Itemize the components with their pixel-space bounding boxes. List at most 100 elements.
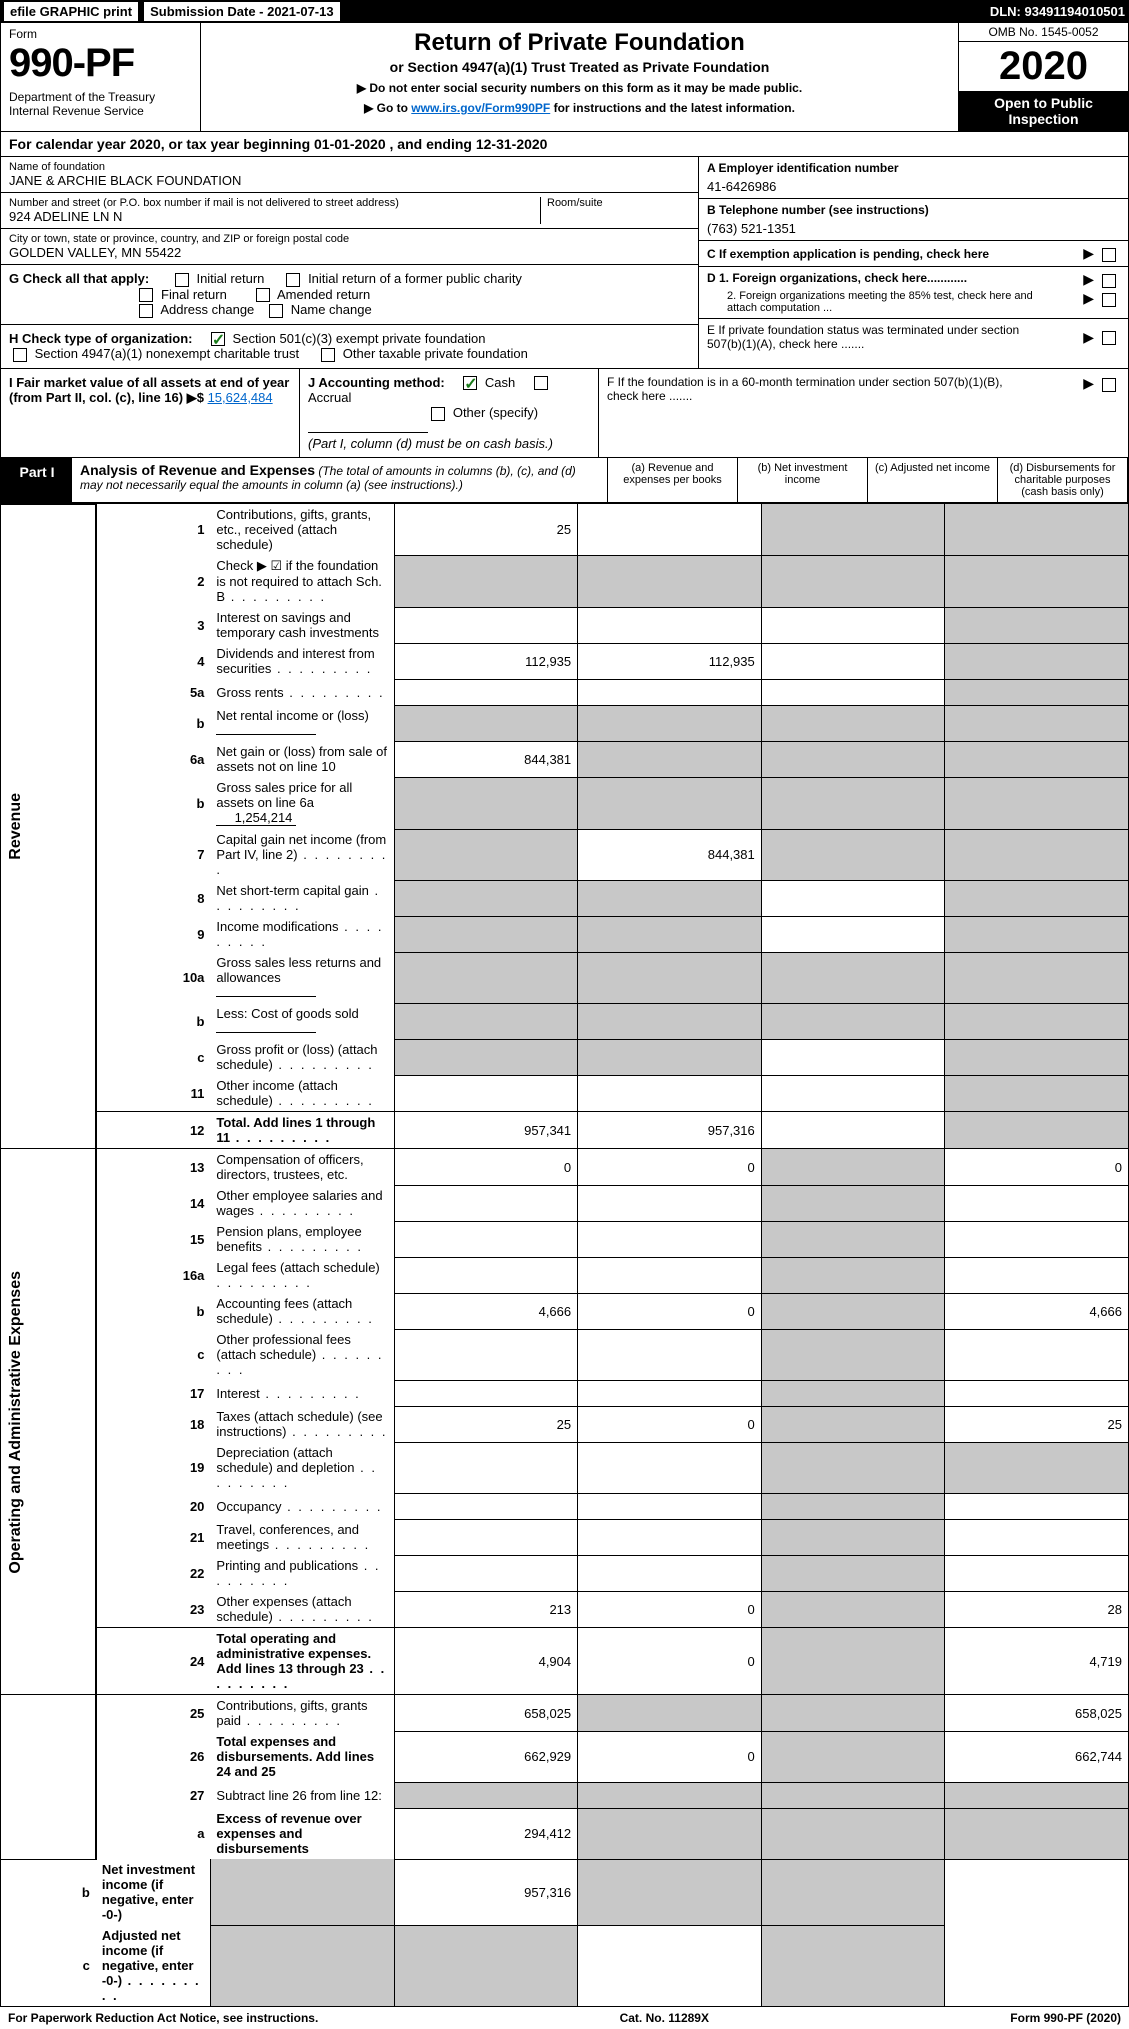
table-row: 4Dividends and interest from securities1… [1, 643, 1129, 679]
checkbox-initial-return[interactable] [175, 273, 189, 287]
cell-value [394, 1442, 578, 1493]
cell-value [578, 741, 762, 777]
cell-value [578, 1808, 762, 1859]
checkbox-d2[interactable] [1102, 293, 1116, 307]
opt-other-tax: Other taxable private foundation [343, 346, 528, 361]
cell-value [394, 1003, 578, 1039]
line-number: 7 [96, 829, 211, 880]
line-number: c [96, 1329, 211, 1380]
line-number: 22 [96, 1555, 211, 1591]
cell-value [761, 643, 945, 679]
cell-value [761, 705, 945, 741]
cell-value [394, 679, 578, 705]
table-row: aExcess of revenue over expenses and dis… [1, 1808, 1129, 1859]
checkbox-4947[interactable] [13, 348, 27, 362]
name-label: Name of foundation [9, 161, 690, 173]
cell-value: 0 [578, 1293, 762, 1329]
cell-value [394, 607, 578, 643]
opt-501c3: Section 501(c)(3) exempt private foundat… [233, 331, 486, 346]
col-c: (c) Adjusted net income [867, 458, 997, 502]
cell-value [945, 607, 1129, 643]
cell-value [761, 504, 945, 555]
cell-value [761, 829, 945, 880]
efile-label: efile GRAPHIC print [4, 2, 138, 21]
cell-value [761, 679, 945, 705]
checkbox-name-change[interactable] [269, 304, 283, 318]
cell-value: 662,744 [945, 1731, 1129, 1782]
table-row: 22Printing and publications [1, 1555, 1129, 1591]
line-description: Net rental income or (loss) [210, 705, 394, 741]
table-row: cOther professional fees (attach schedul… [1, 1329, 1129, 1380]
table-row: 23Other expenses (attach schedule)213028 [1, 1591, 1129, 1628]
cell-value [394, 1555, 578, 1591]
cell-value [945, 643, 1129, 679]
cell-value [394, 880, 578, 916]
line-number: 3 [96, 607, 211, 643]
checkbox-c[interactable] [1102, 248, 1116, 262]
cell-value [394, 1075, 578, 1112]
checkbox-accrual[interactable] [534, 376, 548, 390]
addr-label: Number and street (or P.O. box number if… [9, 197, 540, 209]
cell-value [578, 1075, 762, 1112]
footer-left: For Paperwork Reduction Act Notice, see … [8, 2011, 318, 2025]
cell-value [578, 1003, 762, 1039]
cell-value [578, 504, 762, 555]
checkbox-initial-former[interactable] [286, 273, 300, 287]
checkbox-cash[interactable] [463, 376, 477, 390]
checkbox-other-method[interactable] [431, 407, 445, 421]
line-description: Total expenses and disbursements. Add li… [210, 1731, 394, 1782]
checkbox-d1[interactable] [1102, 274, 1116, 288]
checkbox-501c3[interactable] [211, 332, 225, 346]
dln: DLN: 93491194010501 [990, 4, 1125, 19]
j-note: (Part I, column (d) must be on cash basi… [308, 436, 553, 451]
cell-value [761, 1555, 945, 1591]
omb-number: OMB No. 1545-0052 [959, 23, 1128, 42]
cell-value [578, 1555, 762, 1591]
form-link[interactable]: www.irs.gov/Form990PF [411, 101, 550, 115]
phone: (763) 521-1351 [707, 221, 1120, 236]
cell-value [945, 1380, 1129, 1406]
cell-value [394, 705, 578, 741]
table-row: bAccounting fees (attach schedule)4,6660… [1, 1293, 1129, 1329]
checkbox-e[interactable] [1102, 331, 1116, 345]
line-number: 4 [96, 643, 211, 679]
line-number: 11 [96, 1075, 211, 1112]
footer-right: Form 990-PF (2020) [1010, 2011, 1121, 2025]
line-description: Excess of revenue over expenses and disb… [210, 1808, 394, 1859]
cell-value [578, 705, 762, 741]
col-d: (d) Disbursements for charitable purpose… [997, 458, 1127, 502]
table-row: 26Total expenses and disbursements. Add … [1, 1731, 1129, 1782]
table-row: 7Capital gain net income (from Part IV, … [1, 829, 1129, 880]
page-footer: For Paperwork Reduction Act Notice, see … [0, 2007, 1129, 2029]
line-number: 18 [96, 1406, 211, 1442]
cell-value [761, 880, 945, 916]
cell-value: 0 [578, 1628, 762, 1695]
street-address: 924 ADELINE LN N [9, 209, 540, 224]
cell-value [394, 952, 578, 1003]
line-description: Total operating and administrative expen… [210, 1628, 394, 1695]
table-row: 18Taxes (attach schedule) (see instructi… [1, 1406, 1129, 1442]
cell-value [761, 1782, 945, 1808]
checkbox-amended[interactable] [256, 288, 270, 302]
submission-date: Submission Date - 2021-07-13 [144, 2, 340, 21]
table-row: 8Net short-term capital gain [1, 880, 1129, 916]
form-header: Form 990-PF Department of the Treasury I… [0, 23, 1129, 132]
cell-value [761, 1731, 945, 1782]
form-title: Return of Private Foundation [211, 29, 948, 57]
checkbox-f[interactable] [1102, 378, 1116, 392]
fmv-value: 15,624,484 [208, 390, 273, 405]
cell-value [945, 880, 1129, 916]
line-number: 5a [96, 679, 211, 705]
line-description: Less: Cost of goods sold [210, 1003, 394, 1039]
cell-value [394, 1519, 578, 1555]
line-number: c [96, 1039, 211, 1075]
line-number: 14 [96, 1185, 211, 1221]
checkbox-address-change[interactable] [139, 304, 153, 318]
checkbox-other-taxable[interactable] [321, 348, 335, 362]
table-row: cAdjusted net income (if negative, enter… [1, 1925, 1129, 2007]
checkbox-final[interactable] [139, 288, 153, 302]
line-number: 19 [96, 1442, 211, 1493]
cell-value: 658,025 [945, 1695, 1129, 1732]
cell-value [945, 1493, 1129, 1519]
cell-value [945, 1221, 1129, 1257]
